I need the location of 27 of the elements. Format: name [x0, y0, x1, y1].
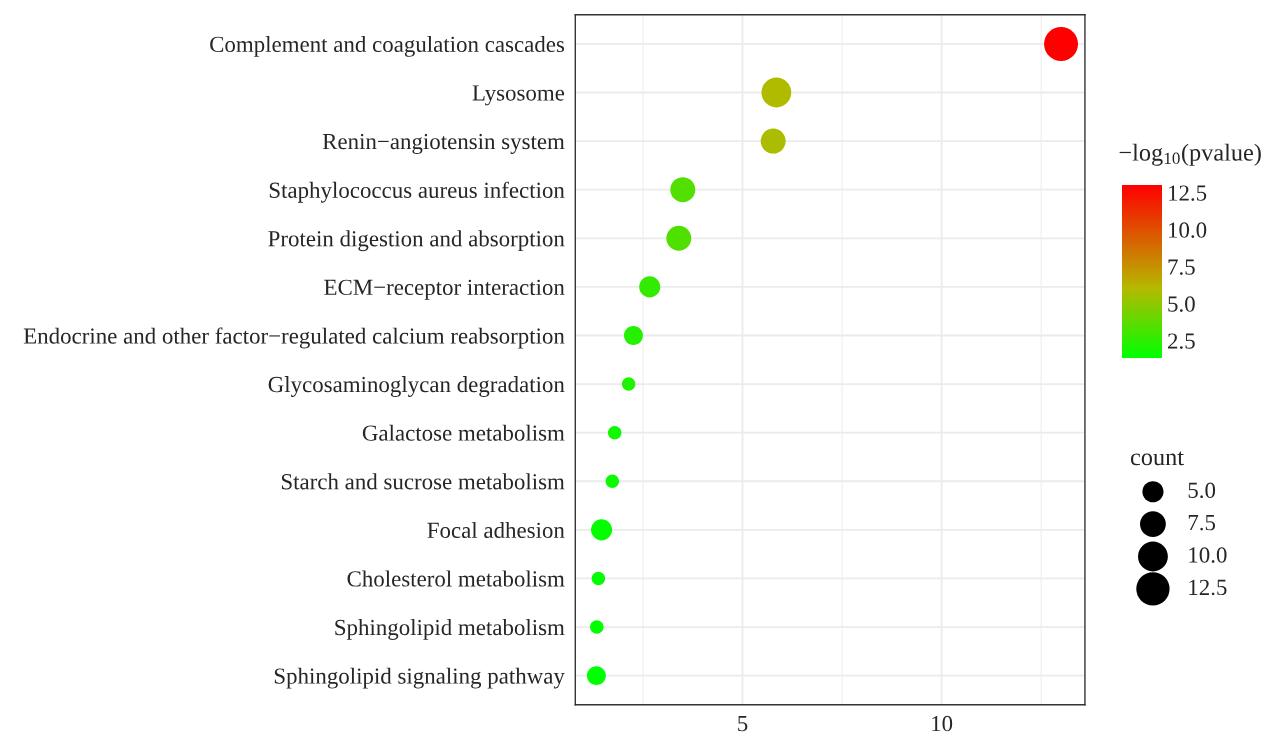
x-tick-label: 10 [932, 715, 953, 732]
y-tick-label: Sphingolipid metabolism [335, 619, 565, 640]
y-tick-label: Galactose metabolism [362, 424, 565, 441]
legend-title: count [1130, 451, 1184, 466]
y-tick-label: Staphylococcus aureus infection [269, 181, 565, 203]
legend-label: 5.0 [1188, 482, 1216, 499]
y-tick-label: Complement and coagulation cascades [210, 35, 565, 57]
color-bar-label: 12.5 [1169, 185, 1207, 201]
legend-label: 12.5 [1189, 579, 1227, 596]
y-tick-label: Renin−angiotensin system [322, 133, 565, 154]
x-tick-label: 5 [738, 716, 748, 732]
legend-label: 10.0 [1189, 547, 1227, 563]
y-tick-label: Cholesterol metabolism [347, 570, 565, 587]
color-bar-label: 7.5 [1168, 259, 1195, 275]
y-tick-label: Starch and sucrose metabolism [281, 473, 565, 490]
color-bar-label: 5.0 [1168, 296, 1195, 312]
y-tick-label: Sphingolipid signaling pathway [274, 667, 565, 689]
y-tick-label: Endocrine and other factor−regulated calcium reabsorption [23, 327, 565, 349]
y-tick-label: Lysosome [472, 85, 565, 106]
color-bar-label: 10.0 [1169, 222, 1207, 238]
y-tick-label: Glycosaminoglycan degradation [268, 376, 565, 397]
y-tick-label: ECM−receptor interaction [324, 279, 565, 300]
color-bar-label: 2.5 [1168, 333, 1195, 349]
legend-label: 7.5 [1188, 515, 1216, 531]
y-tick-label: Focal adhesion [427, 521, 565, 539]
color-bar-title: −log$_{10}$(pvalue) [1119, 143, 1261, 166]
y-tick-label: Protein digestion and absorption [268, 230, 565, 252]
